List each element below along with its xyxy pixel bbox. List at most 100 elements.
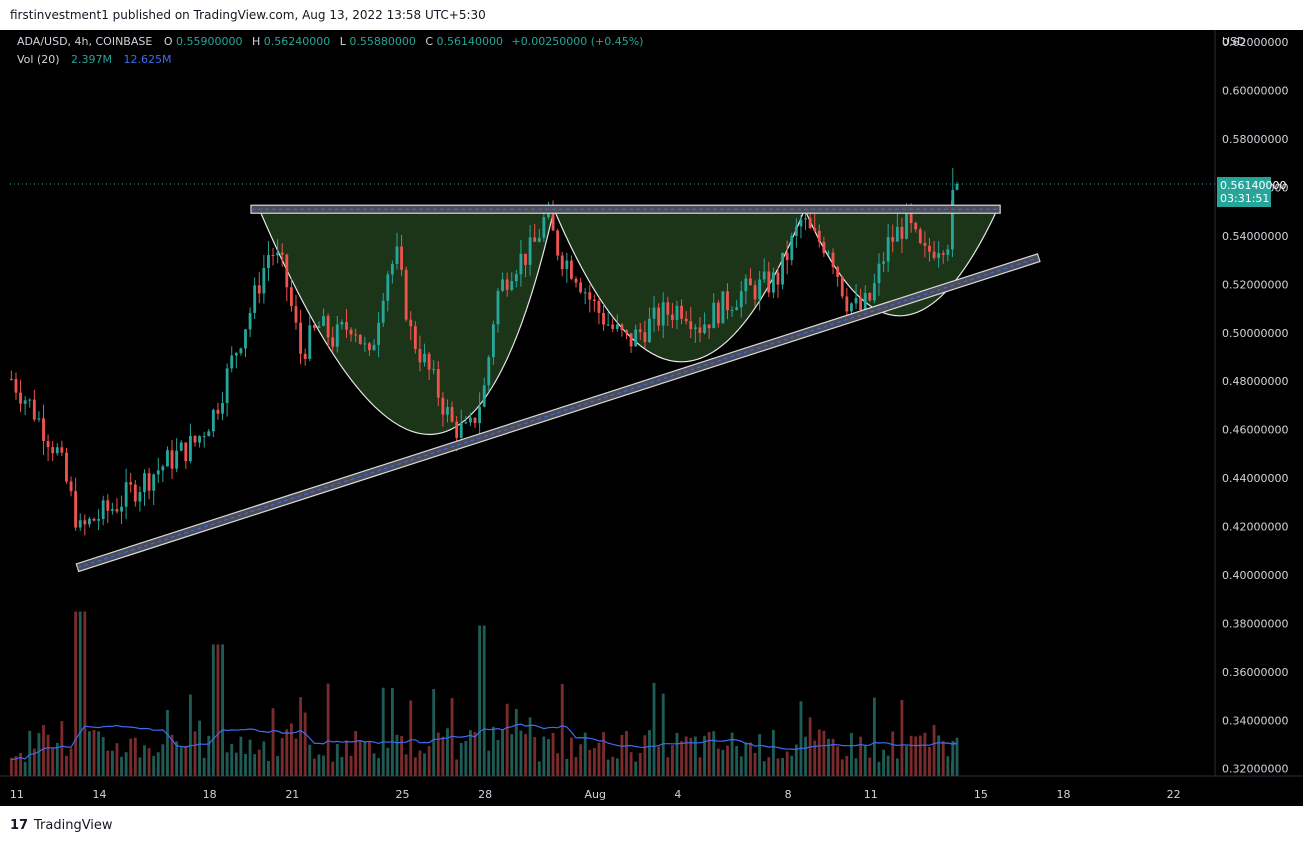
- candle-body: [65, 452, 68, 482]
- candle-body: [345, 322, 348, 330]
- candle-body: [817, 230, 821, 242]
- volume-bar: [877, 761, 881, 776]
- volume-bar: [184, 745, 188, 776]
- candle-body: [450, 407, 454, 422]
- candle-body: [317, 325, 321, 328]
- volume-bar: [602, 732, 605, 776]
- candle-body: [565, 260, 569, 270]
- volume-bar: [597, 742, 601, 776]
- footer: 17 TradingView: [0, 806, 1303, 843]
- volume-bar: [611, 756, 615, 776]
- volume-bar: [377, 758, 381, 776]
- time-axis[interactable]: 11 14 18 21 25 28 Aug 4 8 11 15 18 22: [10, 788, 1181, 801]
- volume-bar: [124, 752, 128, 776]
- volume-bar: [42, 725, 45, 776]
- legend-c-value: 0.56140000: [437, 35, 503, 48]
- volume-bar: [762, 761, 766, 776]
- candle-body: [386, 274, 390, 301]
- candle-body: [808, 218, 812, 229]
- volume-bar: [368, 741, 371, 776]
- volume-bar: [345, 740, 348, 776]
- volume-bar: [175, 741, 179, 776]
- tradingview-logo[interactable]: 17: [10, 818, 29, 833]
- volume-bar: [551, 732, 555, 776]
- cup-patterns: [258, 208, 999, 436]
- volume-bar: [758, 734, 762, 776]
- volume-bar: [404, 754, 408, 776]
- chart-area[interactable]: USD 0.620000000.600000000.580000000.5600…: [0, 30, 1303, 806]
- x-tick-label: Aug: [585, 788, 606, 801]
- volume-bar: [923, 732, 927, 776]
- volume-bar: [51, 748, 55, 776]
- candle-body: [221, 403, 224, 414]
- volume-bar: [363, 742, 367, 776]
- legend-h-value: 0.56240000: [264, 35, 330, 48]
- volume-bar: [514, 708, 518, 776]
- volume-bar: [280, 738, 284, 776]
- candle-body: [202, 436, 206, 438]
- legend-change: +0.00250000 (+0.45%): [512, 35, 644, 48]
- y-tick-label: 0.54000000: [1222, 230, 1288, 243]
- candle-body: [469, 417, 472, 423]
- candle-body: [790, 235, 794, 261]
- volume-bars: [9, 611, 959, 776]
- volume-bar: [294, 738, 298, 776]
- y-tick-label: 0.48000000: [1222, 375, 1288, 388]
- candle-body: [184, 442, 188, 462]
- currency-label: USD: [1222, 35, 1246, 48]
- candle-body: [400, 246, 403, 270]
- volume-bar: [900, 699, 904, 776]
- candle-body: [739, 291, 743, 308]
- candle-body: [120, 506, 123, 512]
- volume-ma-line: [11, 723, 958, 761]
- candle-body: [482, 385, 486, 407]
- volume-bar: [473, 732, 477, 776]
- x-tick-label: 11: [10, 788, 24, 801]
- candle-body: [207, 431, 211, 437]
- trend-lines[interactable]: [10, 183, 1215, 573]
- volume-bar: [432, 689, 436, 776]
- legend-l-value: 0.55880000: [349, 35, 415, 48]
- x-tick-label: 8: [785, 788, 792, 801]
- price-axis[interactable]: USD 0.620000000.600000000.580000000.5600…: [1222, 35, 1288, 776]
- cup-shape: [553, 208, 806, 363]
- candle-body: [625, 330, 628, 334]
- publish-bar: firstinvestment1 published on TradingVie…: [0, 0, 1303, 30]
- candle-body: [620, 324, 624, 331]
- candle-body: [409, 319, 413, 327]
- candle-body: [753, 285, 757, 300]
- volume-bar: [358, 741, 362, 776]
- chart-svg[interactable]: USD 0.620000000.600000000.580000000.5600…: [0, 30, 1303, 806]
- volume-bar: [785, 751, 789, 776]
- candle-body: [60, 447, 64, 453]
- candle-body: [804, 218, 807, 220]
- volume-bar: [390, 688, 394, 776]
- volume-bar: [675, 732, 679, 776]
- volume-bar: [716, 748, 720, 776]
- candle-body: [955, 184, 959, 190]
- volume-bar: [569, 737, 573, 776]
- candle-body: [28, 399, 32, 401]
- volume-bar: [166, 710, 169, 776]
- x-tick-label: 18: [203, 788, 217, 801]
- candle-body: [648, 318, 651, 342]
- cup-shape: [258, 208, 555, 436]
- volume-bar: [230, 743, 234, 776]
- candle-body: [528, 237, 532, 265]
- candle-body: [51, 447, 55, 454]
- volume-bar: [794, 744, 798, 776]
- candle-body: [211, 409, 215, 432]
- candle-body: [115, 509, 119, 512]
- candle-body: [703, 324, 706, 334]
- support-midline: [77, 257, 1039, 569]
- volume-bar: [317, 754, 321, 776]
- volume-bar: [37, 733, 41, 776]
- volume-bar: [767, 757, 771, 776]
- candle-body: [143, 473, 146, 493]
- volume-bar: [937, 735, 941, 776]
- volume-bar: [854, 758, 858, 776]
- footer-brand[interactable]: TradingView: [34, 818, 113, 833]
- candle-body: [198, 436, 202, 443]
- volume-bar: [625, 730, 628, 776]
- volume-bar: [469, 730, 472, 776]
